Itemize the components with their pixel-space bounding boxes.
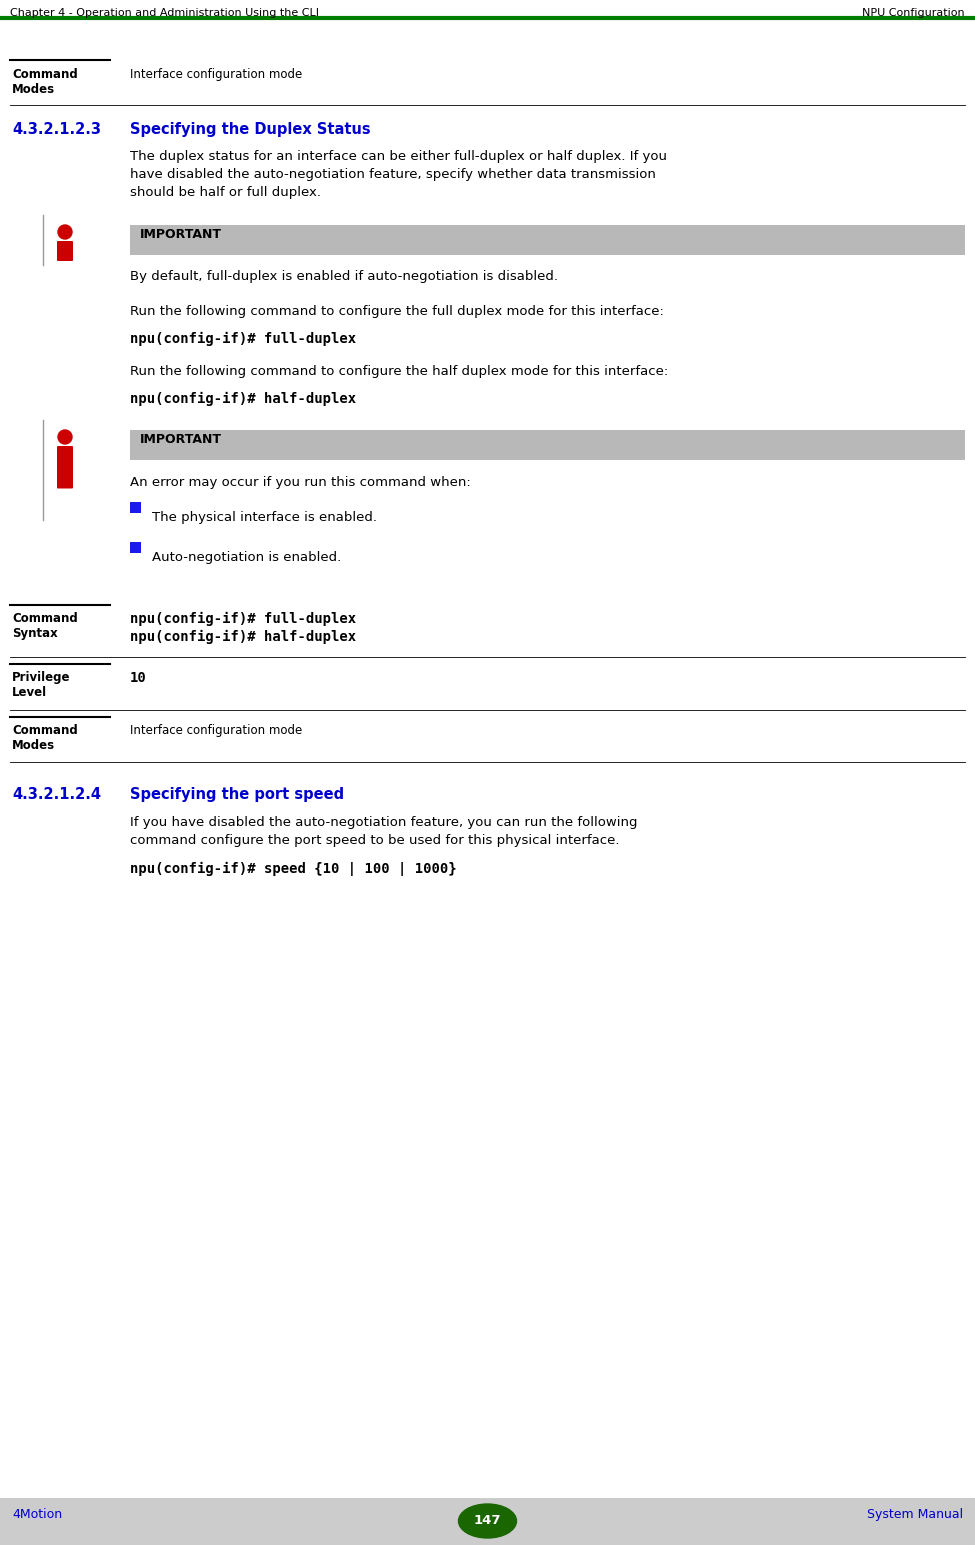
Text: npu(config-if)# full-duplex: npu(config-if)# full-duplex [130,332,356,346]
Bar [0,1499,975,1545]
Text: Command: Command [12,725,78,737]
Text: 147: 147 [474,1514,501,1526]
Text: Modes: Modes [12,83,56,96]
Text: Chapter 4 - Operation and Administration Using the CLI: Chapter 4 - Operation and Administration… [10,8,319,19]
Circle shape [58,430,72,443]
Text: Interface configuration mode: Interface configuration mode [130,725,302,737]
Text: Modes: Modes [12,739,56,752]
Bar [130,430,965,460]
Text: npu(config-if)# half-duplex: npu(config-if)# half-duplex [130,630,356,644]
Text: System Manual: System Manual [867,1508,963,1520]
Text: Level: Level [12,686,47,698]
Text: NPU Configuration: NPU Configuration [862,8,965,19]
Text: If you have disabled the auto-negotiation feature, you can run the following: If you have disabled the auto-negotiatio… [130,816,638,830]
Bar [130,502,141,513]
Text: The duplex status for an interface can be either full-duplex or half duplex. If : The duplex status for an interface can b… [130,150,667,164]
Text: should be half or full duplex.: should be half or full duplex. [130,185,321,199]
Text: have disabled the auto-negotiation feature, specify whether data transmission: have disabled the auto-negotiation featu… [130,168,656,181]
Bar [130,542,141,553]
Text: command configure the port speed to be used for this physical interface.: command configure the port speed to be u… [130,834,619,847]
Text: Auto-negotiation is enabled.: Auto-negotiation is enabled. [152,552,341,564]
Text: An error may occur if you run this command when:: An error may occur if you run this comma… [130,476,471,490]
Text: Interface configuration mode: Interface configuration mode [130,68,302,80]
Text: IMPORTANT: IMPORTANT [140,229,222,241]
Text: Syntax: Syntax [12,627,58,640]
Text: Specifying the port speed: Specifying the port speed [130,786,344,802]
Text: npu(config-if)# full-duplex: npu(config-if)# full-duplex [130,612,356,626]
Text: IMPORTANT: IMPORTANT [140,433,222,447]
Text: Run the following command to configure the half duplex mode for this interface:: Run the following command to configure t… [130,365,668,379]
Text: By default, full-duplex is enabled if auto-negotiation is disabled.: By default, full-duplex is enabled if au… [130,270,558,283]
Text: 4.3.2.1.2.3: 4.3.2.1.2.3 [12,122,101,138]
Bar [130,226,965,255]
Text: Specifying the Duplex Status: Specifying the Duplex Status [130,122,370,138]
Text: Command: Command [12,612,78,626]
FancyBboxPatch shape [57,447,73,488]
Text: The physical interface is enabled.: The physical interface is enabled. [152,511,377,524]
Text: Command: Command [12,68,78,80]
Text: 10: 10 [130,671,147,684]
Text: Run the following command to configure the full duplex mode for this interface:: Run the following command to configure t… [130,304,664,318]
Text: Privilege: Privilege [12,671,70,684]
FancyBboxPatch shape [57,241,73,261]
Ellipse shape [458,1503,517,1537]
Text: 4.3.2.1.2.4: 4.3.2.1.2.4 [12,786,101,802]
Circle shape [58,226,72,239]
Text: 4Motion: 4Motion [12,1508,62,1520]
Text: npu(config-if)# speed {10 | 100 | 1000}: npu(config-if)# speed {10 | 100 | 1000} [130,862,456,876]
Text: npu(config-if)# half-duplex: npu(config-if)# half-duplex [130,392,356,406]
